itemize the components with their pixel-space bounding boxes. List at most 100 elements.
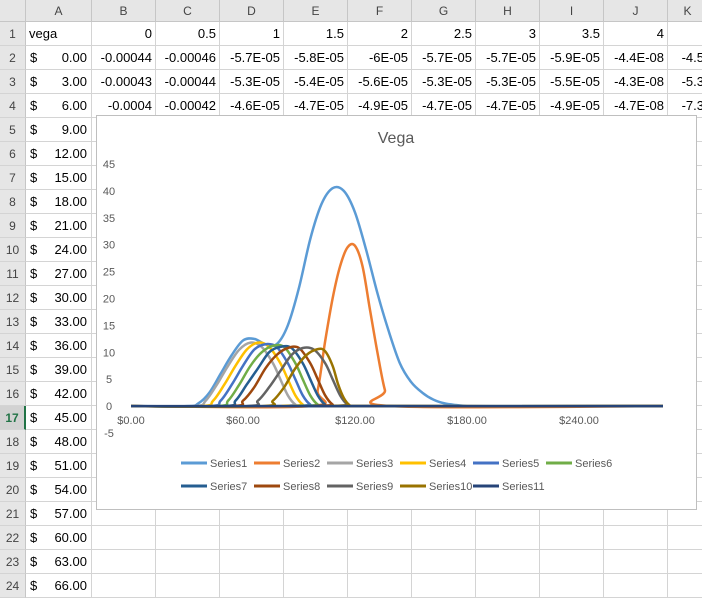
cell-a[interactable]: $21.00 bbox=[26, 214, 92, 238]
cell-c[interactable]: -0.00046 bbox=[156, 46, 220, 70]
row-header[interactable]: 10 bbox=[0, 238, 26, 262]
column-header-d[interactable]: D bbox=[220, 0, 284, 22]
cell-j[interactable] bbox=[604, 550, 668, 574]
cell-h[interactable]: -5.7E-05 bbox=[476, 46, 540, 70]
cell-d[interactable] bbox=[220, 574, 284, 598]
row-header[interactable]: 12 bbox=[0, 286, 26, 310]
column-header-e[interactable]: E bbox=[284, 0, 348, 22]
column-header-f[interactable]: F bbox=[348, 0, 412, 22]
cell-j[interactable]: -4.4E-08 bbox=[604, 46, 668, 70]
row-header[interactable]: 11 bbox=[0, 262, 26, 286]
column-header-i[interactable]: I bbox=[540, 0, 604, 22]
cell-e[interactable] bbox=[284, 574, 348, 598]
cell-a[interactable]: $9.00 bbox=[26, 118, 92, 142]
cell-a[interactable]: $33.00 bbox=[26, 310, 92, 334]
column-header-b[interactable]: B bbox=[92, 0, 156, 22]
cell-k[interactable]: -4.5 bbox=[668, 46, 702, 70]
row-header[interactable]: 4 bbox=[0, 94, 26, 118]
cell-c[interactable]: 0.5 bbox=[156, 22, 220, 46]
column-header-c[interactable]: C bbox=[156, 0, 220, 22]
cell-a[interactable]: $24.00 bbox=[26, 238, 92, 262]
cell-h[interactable] bbox=[476, 526, 540, 550]
cell-k[interactable] bbox=[668, 22, 702, 46]
cell-a[interactable]: $48.00 bbox=[26, 430, 92, 454]
cell-e[interactable] bbox=[284, 526, 348, 550]
row-header[interactable]: 14 bbox=[0, 334, 26, 358]
cell-a[interactable]: $30.00 bbox=[26, 286, 92, 310]
cell-a[interactable]: $66.00 bbox=[26, 574, 92, 598]
cell-a[interactable]: $27.00 bbox=[26, 262, 92, 286]
cell-g[interactable]: -5.3E-05 bbox=[412, 70, 476, 94]
cell-c[interactable] bbox=[156, 550, 220, 574]
cell-h[interactable] bbox=[476, 574, 540, 598]
cell-c[interactable] bbox=[156, 574, 220, 598]
cell-e[interactable]: -5.4E-05 bbox=[284, 70, 348, 94]
select-all-corner[interactable] bbox=[0, 0, 26, 22]
cell-k[interactable]: -5.3 bbox=[668, 70, 702, 94]
cell-f[interactable]: -6E-05 bbox=[348, 46, 412, 70]
cell-a[interactable]: $12.00 bbox=[26, 142, 92, 166]
cell-d[interactable]: 1 bbox=[220, 22, 284, 46]
cell-a[interactable]: $45.00 bbox=[26, 406, 92, 430]
cell-g[interactable] bbox=[412, 574, 476, 598]
row-header[interactable]: 16 bbox=[0, 382, 26, 406]
cell-a[interactable]: $15.00 bbox=[26, 166, 92, 190]
row-header[interactable]: 19 bbox=[0, 454, 26, 478]
cell-f[interactable] bbox=[348, 574, 412, 598]
column-header-j[interactable]: J bbox=[604, 0, 668, 22]
cell-d[interactable]: -5.7E-05 bbox=[220, 46, 284, 70]
row-header[interactable]: 2 bbox=[0, 46, 26, 70]
cell-b[interactable]: 0 bbox=[92, 22, 156, 46]
cell-g[interactable] bbox=[412, 526, 476, 550]
cell-j[interactable]: -4.3E-08 bbox=[604, 70, 668, 94]
cell-a[interactable]: $57.00 bbox=[26, 502, 92, 526]
cell-e[interactable] bbox=[284, 550, 348, 574]
cell-b[interactable] bbox=[92, 526, 156, 550]
row-header[interactable]: 20 bbox=[0, 478, 26, 502]
cell-h[interactable]: -5.3E-05 bbox=[476, 70, 540, 94]
column-header-g[interactable]: G bbox=[412, 0, 476, 22]
cell-a[interactable]: $3.00 bbox=[26, 70, 92, 94]
cell-a[interactable]: $51.00 bbox=[26, 454, 92, 478]
cell-a[interactable]: $6.00 bbox=[26, 94, 92, 118]
cell-k[interactable] bbox=[668, 550, 702, 574]
cell-b[interactable] bbox=[92, 574, 156, 598]
row-header[interactable]: 1 bbox=[0, 22, 26, 46]
cell-b[interactable]: -0.00043 bbox=[92, 70, 156, 94]
cell-a[interactable]: vega bbox=[26, 22, 92, 46]
row-header[interactable]: 13 bbox=[0, 310, 26, 334]
cell-h[interactable] bbox=[476, 550, 540, 574]
cell-f[interactable]: -5.6E-05 bbox=[348, 70, 412, 94]
cell-a[interactable]: $18.00 bbox=[26, 190, 92, 214]
cell-b[interactable]: -0.00044 bbox=[92, 46, 156, 70]
row-header[interactable]: 24 bbox=[0, 574, 26, 598]
cell-e[interactable]: -5.8E-05 bbox=[284, 46, 348, 70]
cell-f[interactable] bbox=[348, 526, 412, 550]
cell-i[interactable]: -5.9E-05 bbox=[540, 46, 604, 70]
cell-b[interactable] bbox=[92, 550, 156, 574]
cell-a[interactable]: $39.00 bbox=[26, 358, 92, 382]
column-header-h[interactable]: H bbox=[476, 0, 540, 22]
row-header[interactable]: 15 bbox=[0, 358, 26, 382]
cell-a[interactable]: $0.00 bbox=[26, 46, 92, 70]
row-header[interactable]: 8 bbox=[0, 190, 26, 214]
cell-i[interactable] bbox=[540, 550, 604, 574]
cell-d[interactable] bbox=[220, 526, 284, 550]
cell-f[interactable] bbox=[348, 550, 412, 574]
cell-a[interactable]: $63.00 bbox=[26, 550, 92, 574]
column-header-a[interactable]: A bbox=[26, 0, 92, 22]
cell-i[interactable] bbox=[540, 574, 604, 598]
row-header[interactable]: 7 bbox=[0, 166, 26, 190]
row-header[interactable]: 21 bbox=[0, 502, 26, 526]
chart-area[interactable]: Vega 45 40 35 30 25 20 15 10 5 0 -5 $0.00 $60.00 $12… bbox=[96, 115, 697, 510]
cell-g[interactable]: 2.5 bbox=[412, 22, 476, 46]
row-header[interactable]: 23 bbox=[0, 550, 26, 574]
cell-g[interactable]: -5.7E-05 bbox=[412, 46, 476, 70]
row-header[interactable]: 3 bbox=[0, 70, 26, 94]
row-header[interactable]: 5 bbox=[0, 118, 26, 142]
cell-j[interactable]: 4 bbox=[604, 22, 668, 46]
cell-i[interactable]: 3.5 bbox=[540, 22, 604, 46]
row-header[interactable]: 22 bbox=[0, 526, 26, 550]
row-header[interactable]: 17 bbox=[0, 406, 26, 430]
cell-d[interactable]: -5.3E-05 bbox=[220, 70, 284, 94]
